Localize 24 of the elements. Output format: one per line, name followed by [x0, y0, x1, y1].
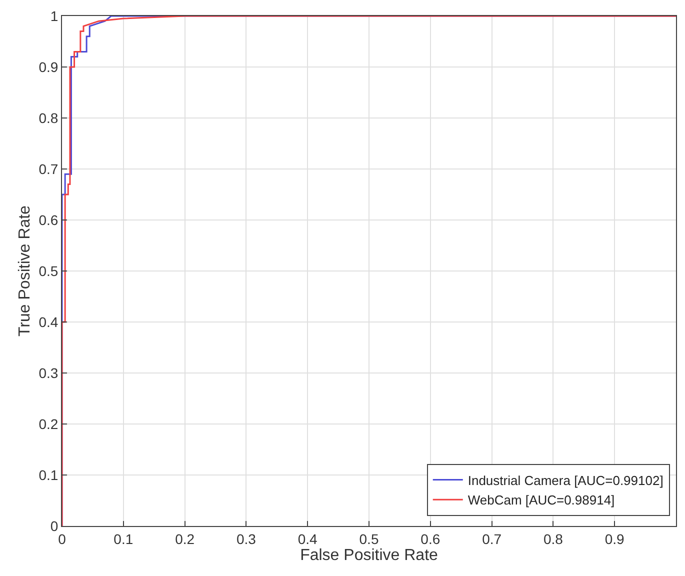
y-tick-label: 0.1	[38, 466, 58, 483]
y-tick-label: 0.9	[38, 58, 58, 75]
legend-label: WebCam [AUC=0.98914]	[468, 492, 615, 508]
x-axis-title: False Positive Rate	[300, 546, 438, 564]
x-tick-label: 0.7	[482, 530, 502, 547]
x-tick-label: 0.8	[543, 530, 564, 547]
y-tick-label: 0.3	[38, 364, 58, 381]
y-axis-title: True Positive Rate	[16, 205, 34, 337]
x-tick-label: 0.2	[175, 530, 195, 547]
y-tick-label: 0.7	[38, 160, 58, 177]
y-tick-label: 0.5	[38, 262, 58, 279]
y-tick-label: 0.2	[38, 416, 58, 432]
y-tick-label: 0	[50, 518, 58, 534]
y-tick-label: 1	[50, 8, 58, 24]
x-tick-label: 0.3	[236, 530, 256, 547]
x-tick-label: 0.4	[298, 530, 318, 547]
legend-label: Industrial Camera [AUC=0.99102]	[468, 472, 664, 488]
x-tick-label: 0.5	[359, 530, 379, 547]
y-tick-label: 0.8	[38, 110, 58, 126]
x-tick-label: 0.1	[114, 530, 134, 547]
y-tick-label: 0.6	[38, 212, 58, 228]
x-tick-label: 0.9	[604, 530, 625, 547]
y-tick-label: 0.4	[38, 314, 58, 330]
x-tick-label: 0.6	[420, 530, 440, 547]
